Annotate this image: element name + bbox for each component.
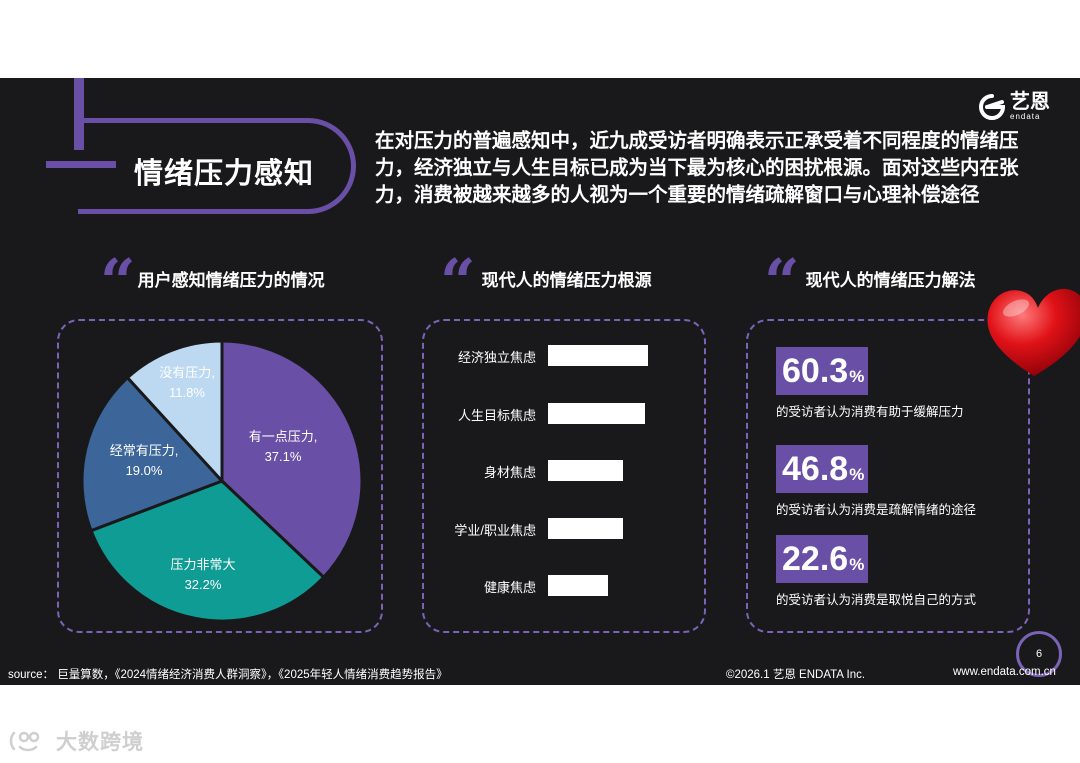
pie-slice-label: 没有压力, bbox=[159, 365, 215, 380]
stat-item: 22.6 % 的受访者认为消费是取悦自己的方式 bbox=[776, 535, 976, 608]
stat-section-heading: “ 现代人的情绪压力解法 bbox=[764, 245, 976, 318]
bar-row: 人生目标焦虑 bbox=[424, 403, 704, 425]
pie-section-title: 用户感知情绪压力的情况 bbox=[137, 271, 325, 290]
bar-row: 健康焦虑 bbox=[424, 575, 704, 597]
title-bracket bbox=[78, 118, 356, 214]
pie-slice-value: 19.0% bbox=[126, 463, 163, 478]
heart-icon bbox=[987, 288, 1080, 376]
bar-category-label: 人生目标焦虑 bbox=[457, 408, 536, 423]
stat-badge: 46.8 % bbox=[776, 445, 869, 493]
bar-category-label: 学业/职业焦虑 bbox=[454, 523, 536, 538]
bar bbox=[548, 403, 645, 424]
bar-category-label: 身材焦虑 bbox=[483, 465, 536, 480]
pie-slice bbox=[80, 375, 225, 533]
pie-slice bbox=[220, 339, 364, 580]
endata-logo: 艺恩 endata bbox=[978, 92, 1050, 121]
stat-badge: 60.3 % bbox=[776, 347, 869, 395]
pie-slice bbox=[125, 339, 224, 485]
bar bbox=[548, 575, 608, 596]
footer-copyright: ©2026.1 艺恩 ENDATA Inc. bbox=[726, 669, 866, 681]
stat-section-title: 现代人的情绪压力解法 bbox=[805, 271, 976, 290]
pie-slice-value: 37.1% bbox=[265, 449, 302, 464]
stat-unit: % bbox=[849, 367, 865, 386]
logo-cn: 艺恩 bbox=[1010, 91, 1050, 113]
bar-section-title: 现代人的情绪压力根源 bbox=[481, 271, 652, 290]
stat-description: 的受访者认为消费是取悦自己的方式 bbox=[776, 593, 977, 607]
bar bbox=[548, 460, 623, 481]
page-title: 情绪压力感知 bbox=[134, 158, 315, 190]
quote-icon: “ bbox=[764, 245, 800, 318]
pie-slice-label: 经常有压力, bbox=[110, 443, 179, 458]
decor-vertical-line bbox=[74, 78, 84, 150]
decor-horizontal-line bbox=[46, 161, 116, 168]
stat-number: 46.8 bbox=[782, 450, 849, 488]
stat-description: 的受访者认为消费有助于缓解压力 bbox=[776, 405, 964, 419]
quote-icon: “ bbox=[100, 245, 136, 318]
pie-slice-label: 压力非常大 bbox=[170, 557, 235, 572]
headline-line: 力，经济独立与人生目标已成为当下最为核心的困扰根源。面对这些内在张 bbox=[375, 157, 1019, 179]
quote-icon: “ bbox=[440, 245, 476, 318]
bar-row: 经济独立焦虑 bbox=[424, 345, 704, 367]
logo-en: endata bbox=[1010, 112, 1041, 121]
endata-logo-icon bbox=[979, 93, 1006, 120]
footer-website: www.endata.com.cn bbox=[953, 666, 1056, 678]
watermark: 大数跨境 bbox=[8, 726, 144, 756]
stat-unit: % bbox=[849, 555, 865, 574]
bar-category-label: 健康焦虑 bbox=[483, 580, 536, 595]
stat-description: 的受访者认为消费是疏解情绪的途径 bbox=[776, 503, 977, 517]
stats-panel: 60.3 % 的受访者认为消费有助于缓解压力 46.8 % 的受访者认为消费是疏… bbox=[746, 319, 1030, 633]
pie-slice-value: 11.8% bbox=[169, 385, 205, 400]
bar-row: 身材焦虑 bbox=[424, 460, 704, 482]
pie-slice bbox=[89, 479, 326, 623]
footer-source: source： 巨量算数，《2024情绪经济消费人群洞察》，《2025年轻人情绪… bbox=[8, 669, 448, 681]
stat-badge: 22.6 % bbox=[776, 535, 869, 583]
watermark-text: 大数跨境 bbox=[56, 731, 144, 754]
pie-panel: 有一点压力, 37.1% 压力非常大 32.2% 经常有压力, 19.0% 没有压力, 11.… bbox=[57, 319, 383, 633]
bar-panel: 经济独立焦虑 人生目标焦虑身材焦虑学业/职业焦虑健康焦虑 bbox=[422, 319, 706, 633]
slide: 情绪压力感知 在对压力的普遍感知中，近九成受访者明确表示正承受着不同程度的情绪压… bbox=[0, 78, 1080, 685]
bar bbox=[548, 345, 648, 366]
bar-row: 学业/职业焦虑 bbox=[424, 518, 704, 540]
pie-slice-value: 32.2% bbox=[185, 577, 222, 592]
stat-number: 22.6 bbox=[782, 540, 849, 578]
stat-item: 60.3 % 的受访者认为消费有助于缓解压力 bbox=[776, 347, 964, 420]
pie-section-heading: “ 用户感知情绪压力的情况 bbox=[100, 245, 325, 318]
bar-section-heading: “ 现代人的情绪压力根源 bbox=[440, 245, 652, 318]
headline-line: 力，消费被越来越多的人视为一个重要的情绪疏解窗口与心理补偿途径 bbox=[375, 184, 980, 206]
headline: 在对压力的普遍感知中，近九成受访者明确表示正承受着不同程度的情绪压 力，经济独立… bbox=[375, 128, 1055, 209]
stat-unit: % bbox=[849, 465, 865, 484]
stat-item: 46.8 % 的受访者认为消费是疏解情绪的途径 bbox=[776, 445, 976, 518]
stat-number: 60.3 bbox=[782, 352, 849, 390]
watermark-logo-icon bbox=[9, 731, 40, 752]
page-number: 6 bbox=[1016, 631, 1062, 677]
bar-category-label: 经济独立焦虑 bbox=[457, 350, 536, 365]
pie-slice-label: 有一点压力, bbox=[249, 429, 318, 444]
headline-line: 在对压力的普遍感知中，近九成受访者明确表示正承受着不同程度的情绪压 bbox=[375, 130, 1019, 152]
bar bbox=[548, 518, 623, 539]
pie-chart: 有一点压力, 37.1% 压力非常大 32.2% 经常有压力, 19.0% 没有压力, 11.… bbox=[80, 339, 364, 623]
